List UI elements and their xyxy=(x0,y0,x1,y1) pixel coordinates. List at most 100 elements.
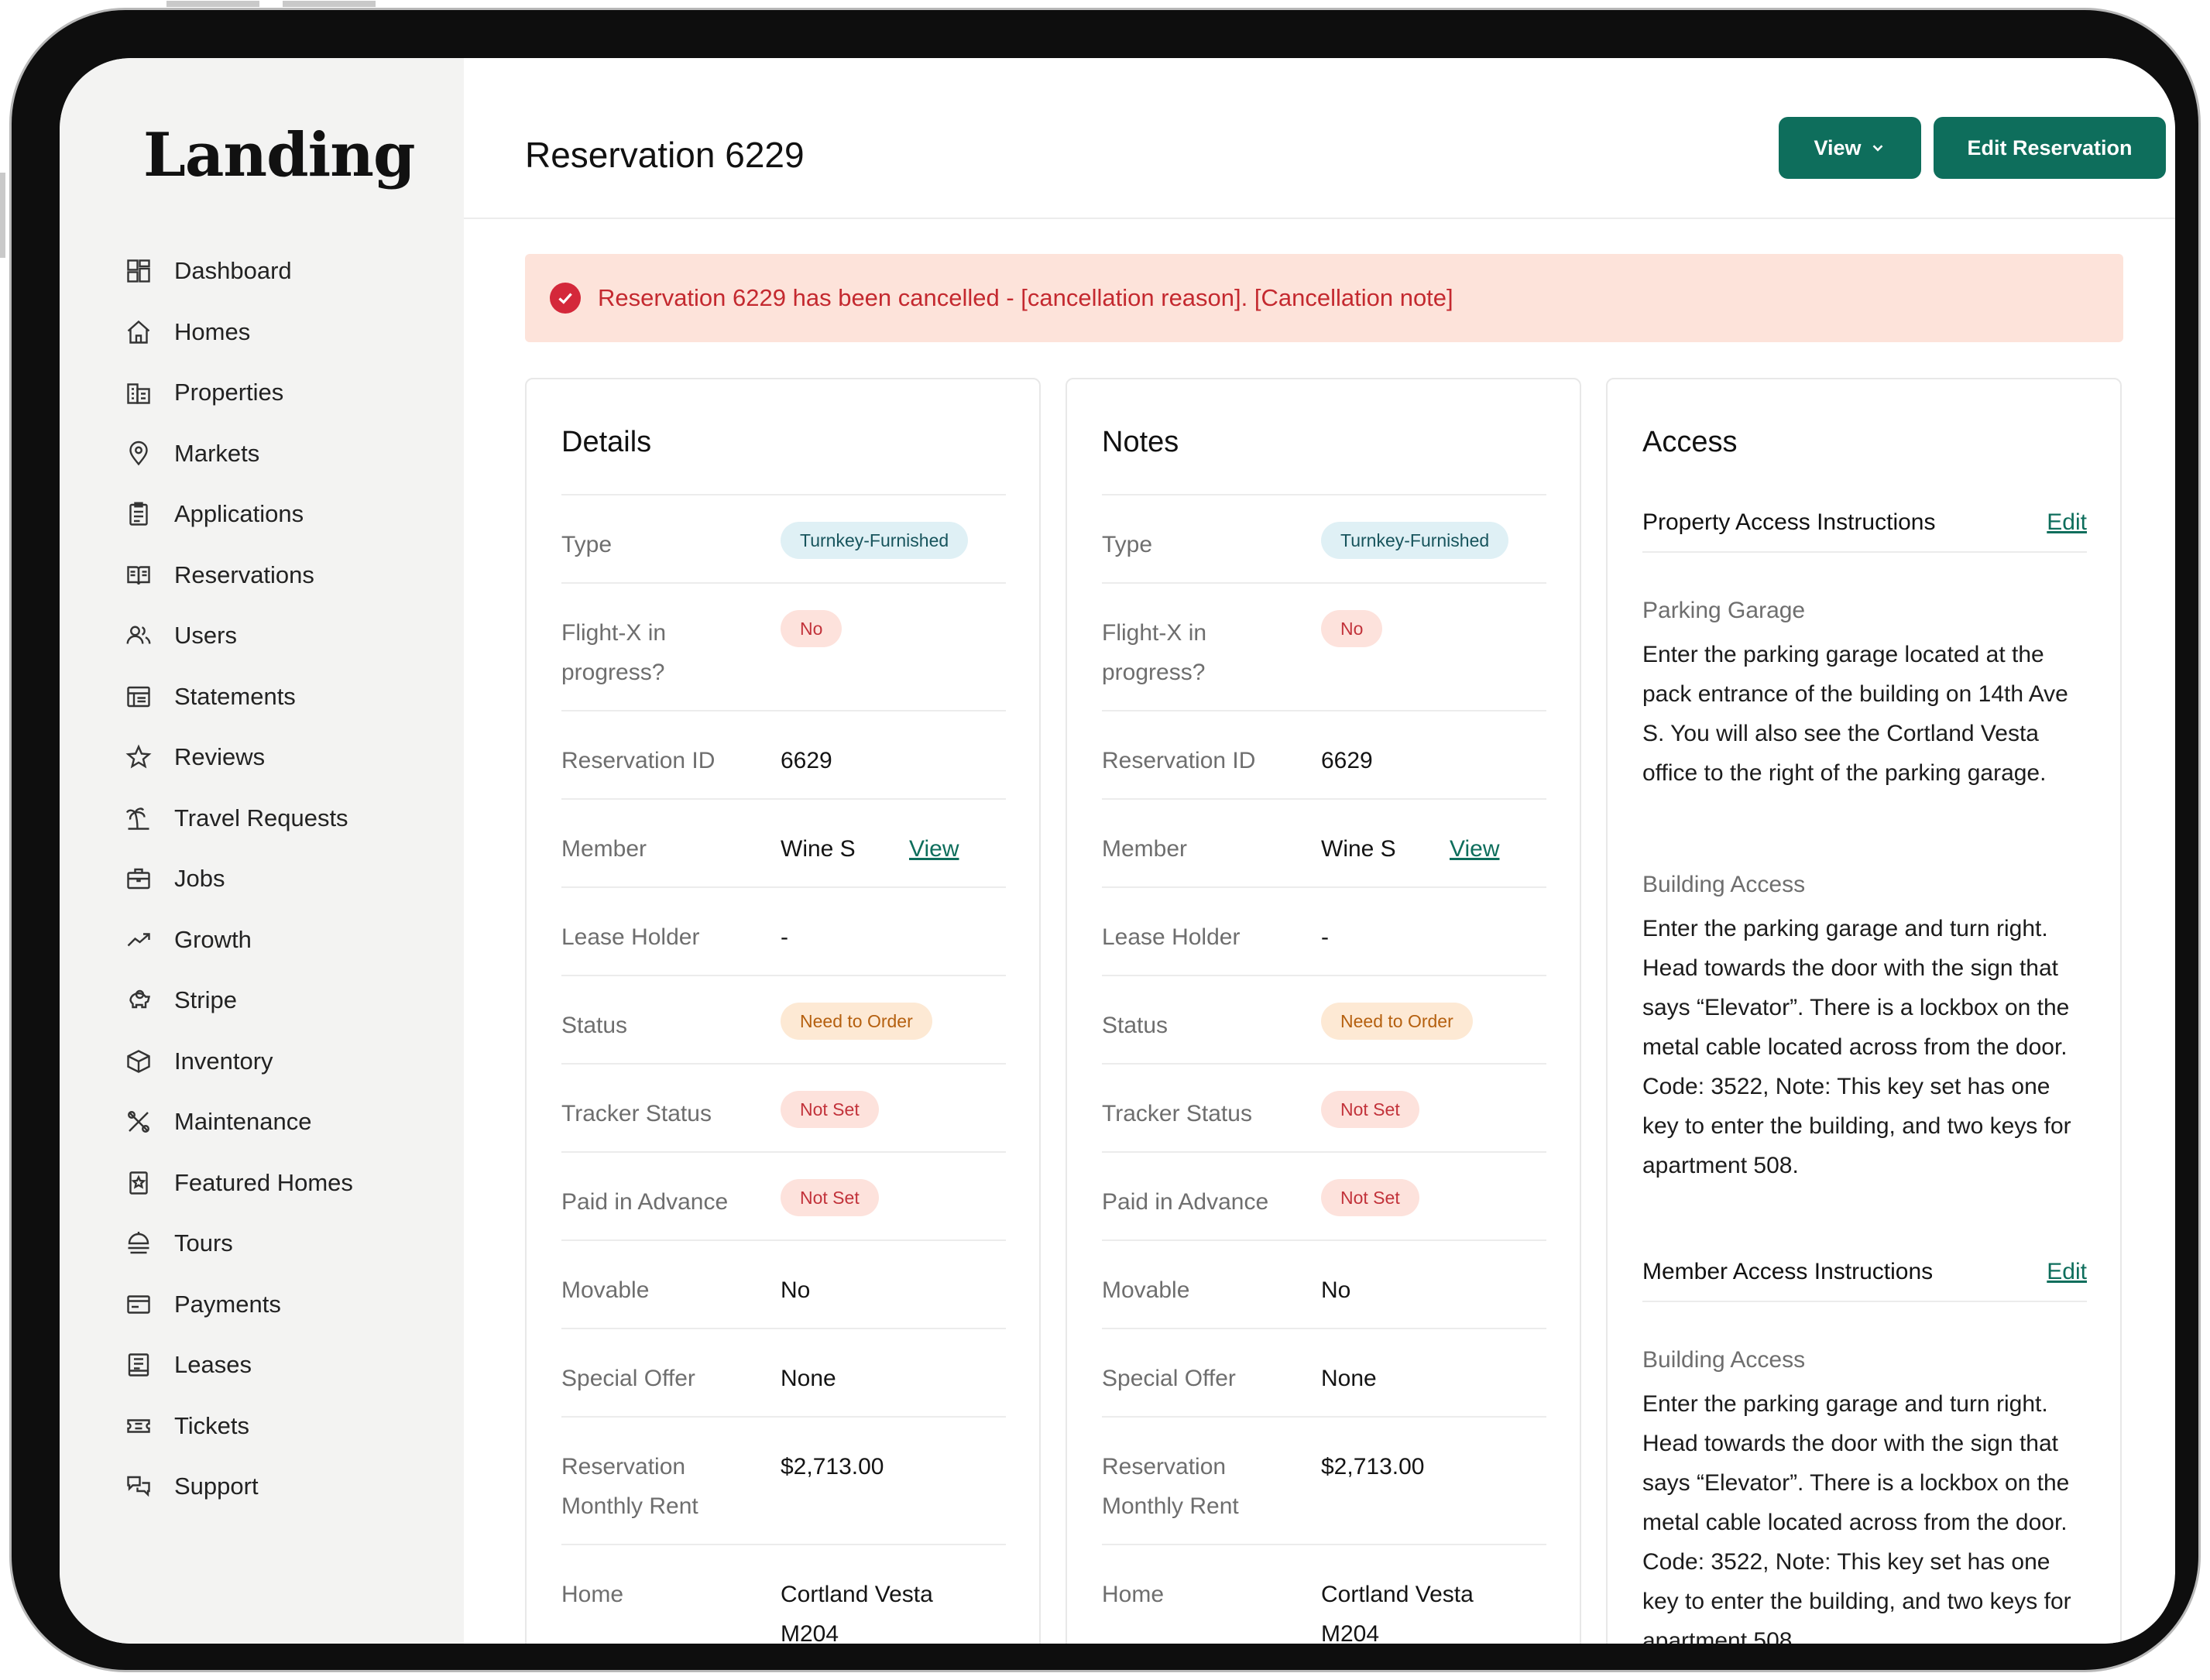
piggy-bank-icon xyxy=(123,985,154,1016)
payment-card-icon xyxy=(123,1289,154,1320)
detail-row-movable: Movable No xyxy=(561,1239,1006,1328)
notes-row-type: Type Turnkey-Furnished xyxy=(1102,494,1546,582)
sidebar-item-dashboard[interactable]: Dashboard xyxy=(123,241,353,302)
detail-row-member: Member Wine S View xyxy=(561,798,1006,886)
property-access-header: Property Access Instructions Edit xyxy=(1642,503,2087,553)
sidebar-item-tours[interactable]: Tours xyxy=(123,1213,353,1274)
sidebar-item-label: Applications xyxy=(174,500,304,528)
notes-row-monthly-rent: Reservation Monthly Rent $2,713.00 xyxy=(1102,1416,1546,1544)
trend-icon xyxy=(123,924,154,955)
sidebar-item-label: Properties xyxy=(174,379,284,406)
notes-row-special-offer: Special Offer None xyxy=(1102,1328,1546,1416)
member-access-edit-link[interactable]: Edit xyxy=(2047,1259,2087,1284)
member-building-access-label: Building Access xyxy=(1642,1347,1806,1373)
sidebar-item-tickets[interactable]: Tickets xyxy=(123,1396,353,1457)
sidebar-item-maintenance[interactable]: Maintenance xyxy=(123,1092,353,1153)
sidebar-item-payments[interactable]: Payments xyxy=(123,1274,353,1335)
monthly-rent-value: $2,713.00 xyxy=(1321,1454,1425,1479)
movable-value: No xyxy=(781,1277,811,1303)
reservation-id-value: 6629 xyxy=(1321,748,1373,773)
row-label: Movable xyxy=(561,1277,650,1303)
member-value: Wine S xyxy=(1321,836,1396,862)
row-label: Movable xyxy=(1102,1277,1190,1303)
sidebar-item-reservations[interactable]: Reservations xyxy=(123,545,353,606)
notes-row-tracker-status: Tracker Status Not Set xyxy=(1102,1063,1546,1151)
building-icon xyxy=(123,377,154,408)
row-label: Tracker Status xyxy=(561,1101,712,1126)
sidebar-item-homes[interactable]: Homes xyxy=(123,302,353,363)
sidebar-item-travel-requests[interactable]: Travel Requests xyxy=(123,788,353,849)
sidebar-item-leases[interactable]: Leases xyxy=(123,1335,353,1396)
notes-row-flight: Flight-X in progress? No xyxy=(1102,582,1546,710)
detail-row-lease-holder: Lease Holder - xyxy=(561,886,1006,975)
app-screen: Landing Dashboard Homes Properties Marke… xyxy=(60,58,2175,1644)
row-label: Paid in Advance xyxy=(1102,1189,1269,1215)
sidebar-item-label: Markets xyxy=(174,439,260,467)
row-label: Special Offer xyxy=(1102,1366,1236,1391)
alert-message: Reservation 6229 has been cancelled - [c… xyxy=(598,284,1453,311)
edit-reservation-button[interactable]: Edit Reservation xyxy=(1934,117,2166,179)
sidebar-item-properties[interactable]: Properties xyxy=(123,362,353,423)
dashboard-icon xyxy=(123,255,154,286)
sidebar-item-support[interactable]: Support xyxy=(123,1456,353,1517)
page-header: Reservation 6229 View Edit Reservation xyxy=(464,58,2175,219)
flight-badge: No xyxy=(781,610,842,647)
row-label: Reservation Monthly Rent xyxy=(561,1454,698,1519)
member-view-link[interactable]: View xyxy=(1450,836,1500,862)
sidebar: Landing Dashboard Homes Properties Marke… xyxy=(60,58,464,1644)
sidebar-item-growth[interactable]: Growth xyxy=(123,910,353,971)
detail-row-paid-in-advance: Paid in Advance Not Set xyxy=(561,1151,1006,1239)
app-logo[interactable]: Landing xyxy=(143,120,416,190)
member-view-link[interactable]: View xyxy=(909,836,959,862)
row-label: Type xyxy=(561,532,613,557)
sidebar-item-inventory[interactable]: Inventory xyxy=(123,1031,353,1092)
cancellation-alert: Reservation 6229 has been cancelled - [c… xyxy=(525,254,2123,342)
building-access-label: Building Access xyxy=(1642,872,1806,897)
row-label: Type xyxy=(1102,532,1153,557)
special-offer-value: None xyxy=(1321,1366,1377,1391)
sidebar-item-label: Jobs xyxy=(174,865,225,893)
tours-icon xyxy=(123,1228,154,1259)
detail-row-monthly-rent: Reservation Monthly Rent $2,713.00 xyxy=(561,1416,1006,1544)
reservation-id-value: 6629 xyxy=(781,748,832,773)
sidebar-item-statements[interactable]: Statements xyxy=(123,667,353,728)
sidebar-item-jobs[interactable]: Jobs xyxy=(123,849,353,910)
row-label: Reservation ID xyxy=(561,748,716,773)
sidebar-item-featured-homes[interactable]: Featured Homes xyxy=(123,1153,353,1214)
member-access-header: Member Access Instructions Edit xyxy=(1642,1253,2087,1302)
building-access-text: Enter the parking garage and turn right.… xyxy=(1642,916,2071,1178)
chevron-down-icon xyxy=(1869,139,1886,156)
detail-row-special-offer: Special Offer None xyxy=(561,1328,1006,1416)
home-value: Cortland Vesta M204 xyxy=(1321,1582,1474,1644)
view-dropdown-button[interactable]: View xyxy=(1779,117,1921,179)
tablet-side-button xyxy=(283,1,376,7)
status-badge: Need to Order xyxy=(1321,1003,1473,1040)
notes-title: Notes xyxy=(1102,426,1179,458)
sidebar-item-label: Payments xyxy=(174,1290,281,1318)
sidebar-item-label: Tickets xyxy=(174,1411,250,1439)
book-icon xyxy=(123,560,154,591)
sidebar-item-users[interactable]: Users xyxy=(123,605,353,667)
sidebar-item-label: Leases xyxy=(174,1351,252,1379)
lease-holder-value: - xyxy=(781,924,788,950)
row-label: Reservation Monthly Rent xyxy=(1102,1454,1239,1519)
sidebar-item-stripe[interactable]: Stripe xyxy=(123,970,353,1031)
row-label: Special Offer xyxy=(561,1366,695,1391)
row-label: Home xyxy=(1102,1582,1165,1607)
tablet-side-button xyxy=(166,1,259,7)
sidebar-item-markets[interactable]: Markets xyxy=(123,423,353,485)
row-label: Reservation ID xyxy=(1102,748,1256,773)
sidebar-item-applications[interactable]: Applications xyxy=(123,484,353,545)
support-icon xyxy=(123,1471,154,1502)
featured-icon xyxy=(123,1167,154,1198)
sidebar-item-label: Maintenance xyxy=(174,1108,312,1136)
access-card: Access Property Access Instructions Edit… xyxy=(1606,378,2122,1644)
property-access-edit-link[interactable]: Edit xyxy=(2047,509,2087,535)
sidebar-item-reviews[interactable]: Reviews xyxy=(123,727,353,788)
sidebar-item-label: Tours xyxy=(174,1229,233,1257)
row-label: Tracker Status xyxy=(1102,1101,1252,1126)
row-label: Member xyxy=(561,836,647,862)
type-badge: Turnkey-Furnished xyxy=(1321,522,1509,559)
notes-row-paid-in-advance: Paid in Advance Not Set xyxy=(1102,1151,1546,1239)
